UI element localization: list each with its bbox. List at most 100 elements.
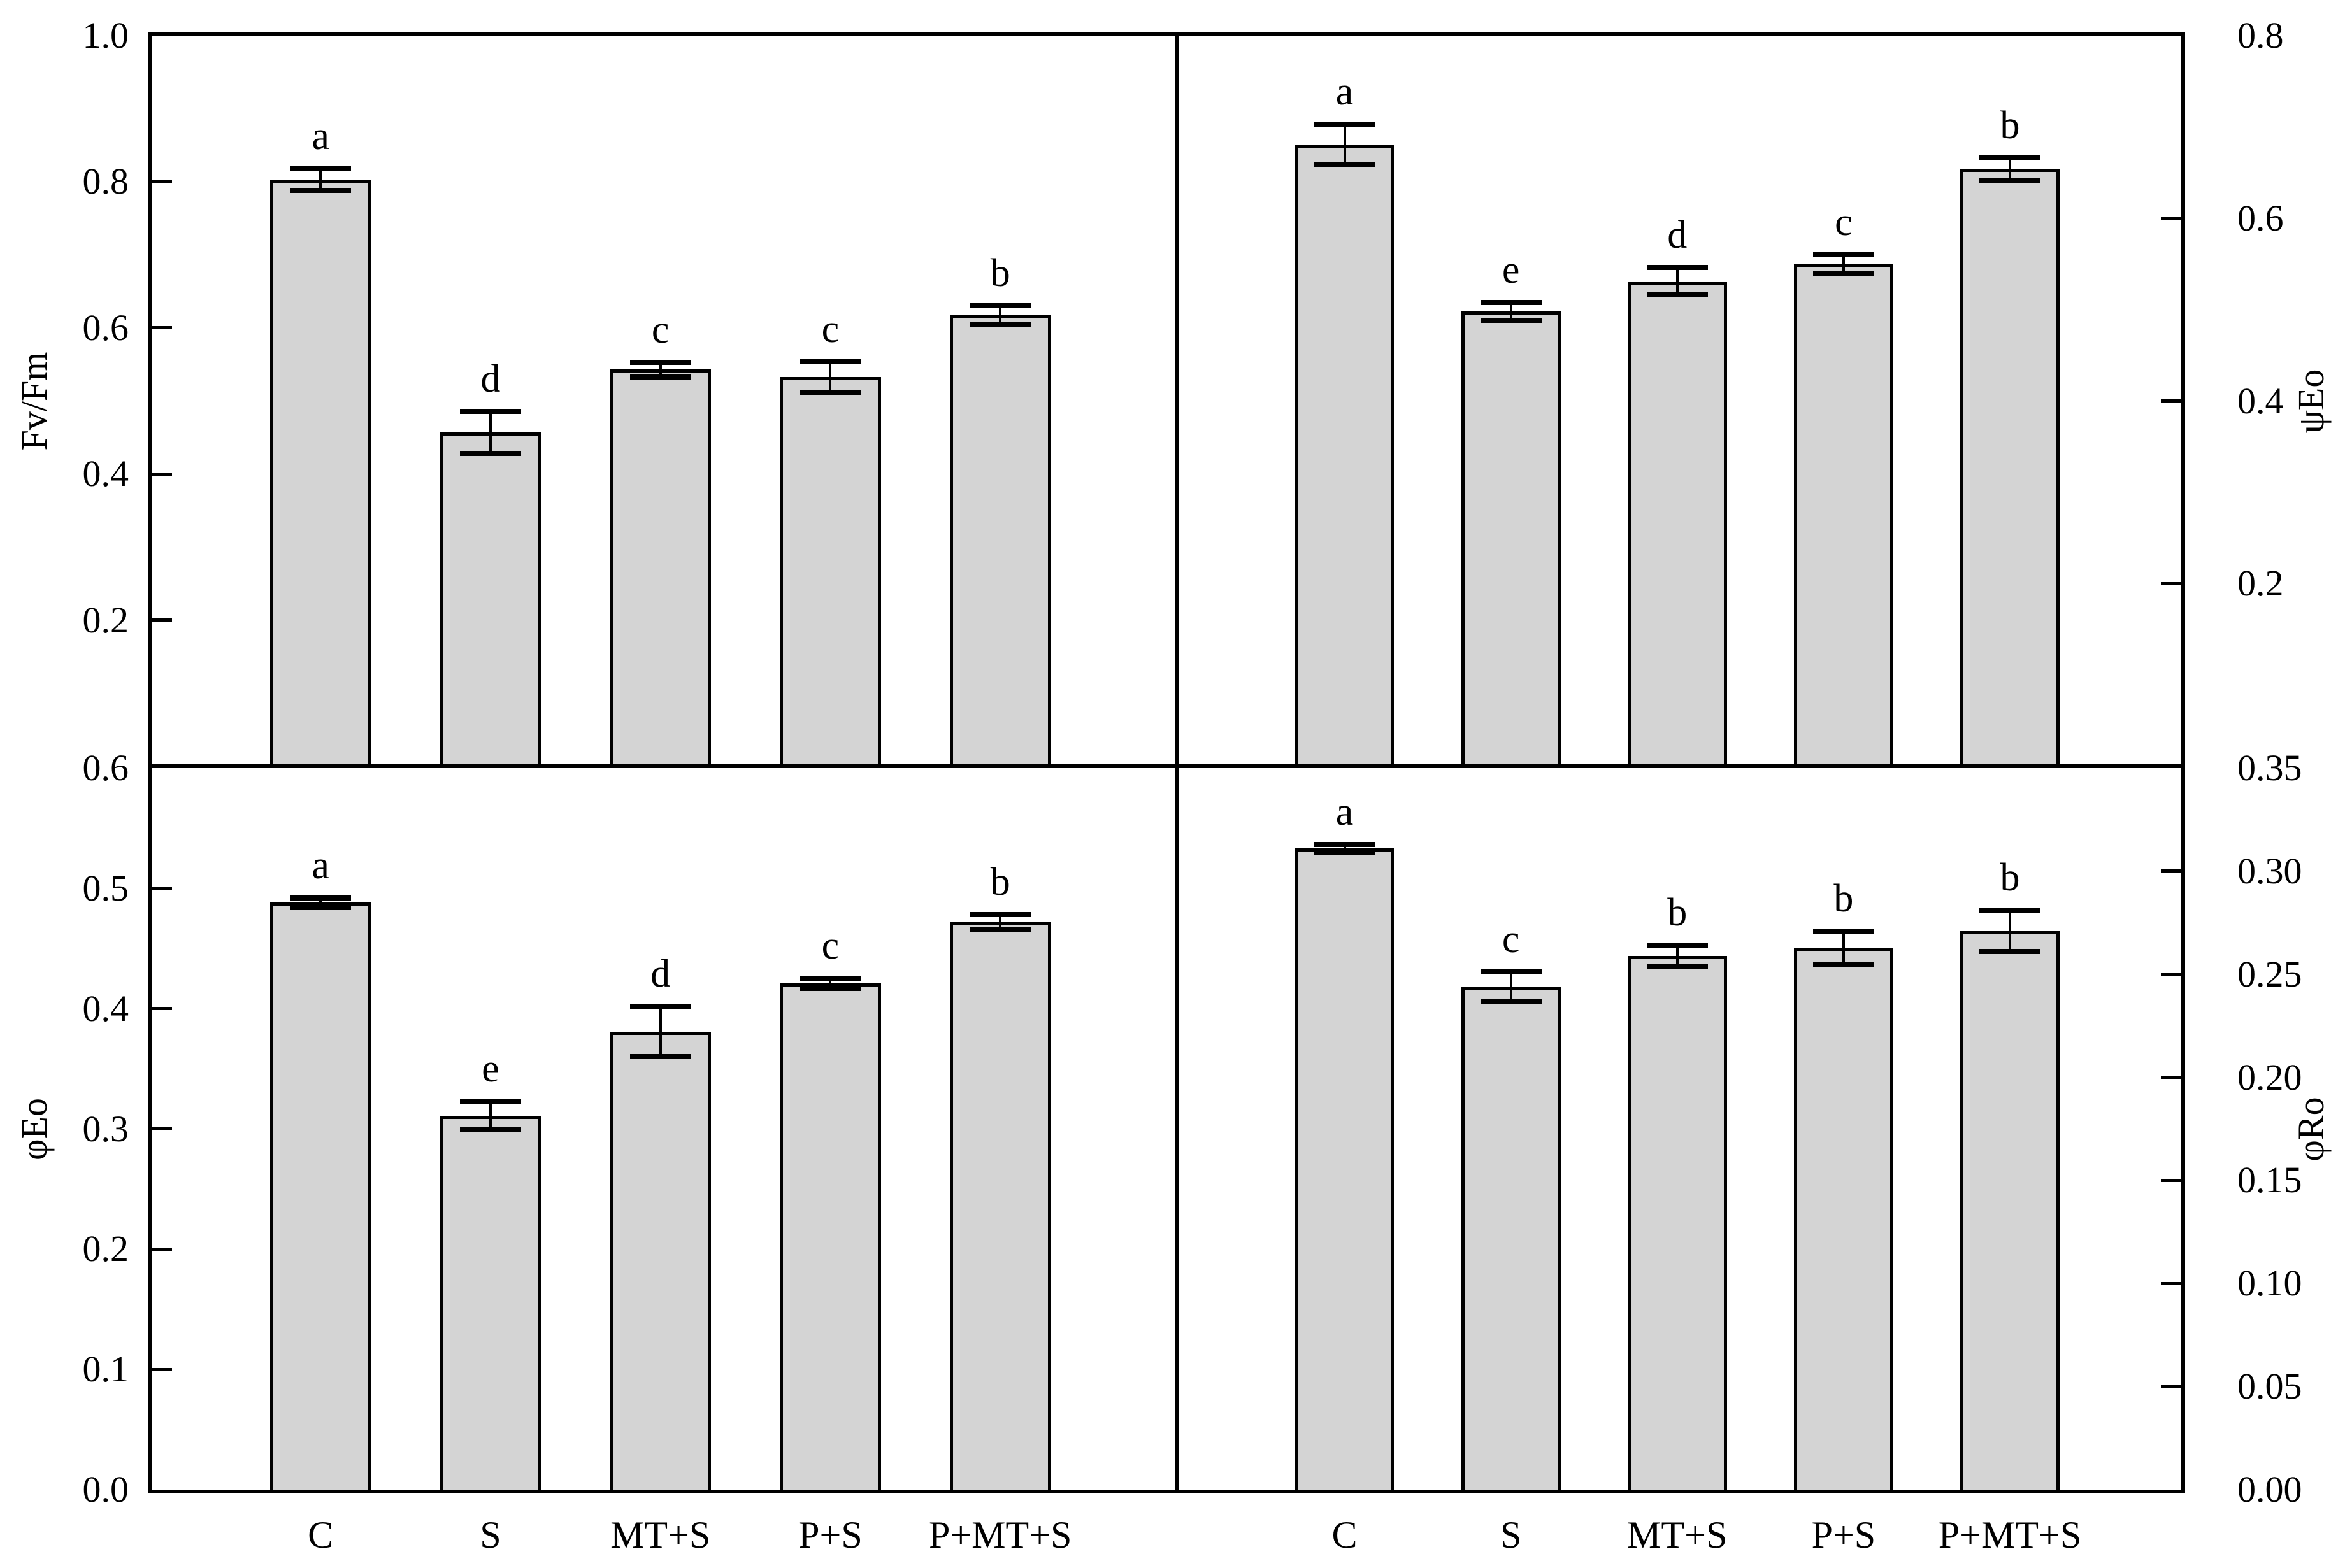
y-tick-mark <box>152 887 172 890</box>
y-tick-label: 1.0 <box>82 15 129 56</box>
bar-bottom-right-C <box>1294 848 1395 1490</box>
y-tick-label: 0.4 <box>82 987 129 1029</box>
error-bar-stem <box>999 306 1002 325</box>
error-bar-cap-bottom <box>1314 850 1375 855</box>
error-bar-stem <box>1675 267 1679 296</box>
error-bar-cap-bottom <box>290 905 352 911</box>
error-bar-cap-top <box>1812 252 1874 258</box>
y-tick-mark <box>2161 581 2181 585</box>
sig-letter-bottom-right-P+S: b <box>1833 876 1854 920</box>
y-axis-title-top-left: Fv/Fm <box>13 352 55 450</box>
y-tick-mark <box>152 326 172 330</box>
error-bar-cap-top <box>1314 122 1375 127</box>
y-tick-mark <box>152 1247 172 1251</box>
x-category-label-bottom-right-P+S: P+S <box>1811 1514 1876 1556</box>
sig-letter-bottom-left-S: e <box>482 1047 499 1091</box>
error-bar-stem <box>659 1006 662 1057</box>
y-tick-label: 0.8 <box>82 160 129 203</box>
y-axis-title-top-right: ψEo <box>2290 369 2332 433</box>
error-bar-stem <box>319 897 322 908</box>
y-tick-mark <box>152 1007 172 1011</box>
x-category-label-bottom-left-MT+S: MT+S <box>610 1514 711 1556</box>
x-category-label-bottom-right-P+MT+S: P+MT+S <box>1938 1514 2082 1556</box>
error-bar-cap-top <box>1480 969 1542 975</box>
y-tick-label: 0.2 <box>82 1228 129 1270</box>
y-tick-mark <box>2161 399 2181 403</box>
bar-top-left-P+S <box>779 376 881 766</box>
y-tick-mark <box>2161 973 2181 976</box>
bar-top-right-C <box>1294 144 1395 766</box>
sig-letter-top-left-MT+S: c <box>651 308 670 352</box>
sig-letter-bottom-right-S: c <box>1502 918 1520 962</box>
error-bar-cap-top <box>1979 908 2041 913</box>
error-bar-cap-top <box>1646 265 1708 271</box>
y-tick-label: 0.00 <box>2237 1469 2302 1510</box>
x-category-label-bottom-left-P+S: P+S <box>798 1514 863 1556</box>
y-tick-label: 0.6 <box>82 747 129 788</box>
sig-letter-top-right-C: a <box>1335 70 1354 114</box>
y-tick-label: 0.15 <box>2237 1159 2302 1201</box>
error-bar-cap-bottom <box>970 927 1031 932</box>
plot-frame <box>148 32 2185 1493</box>
sig-letter-bottom-left-C: a <box>312 843 329 887</box>
error-bar-stem <box>1509 972 1512 1001</box>
error-bar-cap-top <box>800 976 861 981</box>
bar-bottom-left-S <box>440 1115 541 1490</box>
y-tick-label: 0.05 <box>2237 1365 2302 1408</box>
error-bar-stem <box>1343 124 1346 165</box>
bar-top-left-C <box>269 179 371 766</box>
error-bar-cap-bottom <box>1979 177 2041 183</box>
bar-bottom-left-MT+S <box>610 1031 712 1490</box>
sig-letter-top-left-P+MT+S: b <box>990 252 1010 296</box>
sig-letter-top-right-P+S: c <box>1835 201 1853 245</box>
error-bar-cap-bottom <box>1646 292 1708 298</box>
error-bar-cap-bottom <box>1812 961 1874 967</box>
bar-top-left-S <box>440 432 541 766</box>
sig-letter-top-left-S: d <box>480 357 501 401</box>
x-category-label-bottom-left-S: S <box>480 1514 501 1556</box>
error-bar-cap-bottom <box>970 322 1031 328</box>
error-bar-cap-top <box>1979 155 2041 161</box>
bar-bottom-left-P+MT+S <box>949 922 1051 1490</box>
y-axis-title-bottom-right: φRo <box>2290 1096 2332 1162</box>
y-tick-mark <box>152 618 172 622</box>
error-bar-stem <box>319 168 322 191</box>
error-bar-cap-bottom <box>459 451 521 457</box>
y-tick-label: 0.2 <box>82 599 129 641</box>
error-bar-stem <box>489 1101 492 1130</box>
y-tick-mark <box>152 472 172 476</box>
error-bar-cap-top <box>459 408 521 414</box>
panel-divider-vertical <box>1175 32 1179 1493</box>
y-axis-title-bottom-left: φEo <box>13 1097 55 1160</box>
error-bar-cap-top <box>1812 928 1874 934</box>
sig-letter-bottom-right-P+MT+S: b <box>2000 856 2020 900</box>
error-bar-cap-top <box>970 303 1031 309</box>
x-category-label-bottom-left-C: C <box>308 1514 334 1556</box>
error-bar-stem <box>1675 945 1679 966</box>
bar-top-right-P+S <box>1794 264 1893 766</box>
bar-bottom-left-C <box>269 902 371 1490</box>
bar-bottom-left-P+S <box>779 983 881 1490</box>
y-tick-label: 0.4 <box>2237 380 2284 422</box>
x-category-label-bottom-left-P+MT+S: P+MT+S <box>928 1514 1072 1556</box>
y-tick-label: 0.4 <box>82 453 129 495</box>
error-bar-stem <box>1842 930 1845 964</box>
sig-letter-bottom-left-MT+S: d <box>650 951 671 995</box>
error-bar-cap-top <box>629 359 691 365</box>
error-bar-stem <box>1343 844 1346 853</box>
y-tick-label: 0.0 <box>82 1469 129 1510</box>
y-tick-label: 0.25 <box>2237 953 2302 995</box>
y-tick-mark <box>2161 1385 2181 1388</box>
error-bar-cap-top <box>459 1099 521 1104</box>
error-bar-stem <box>829 978 832 988</box>
y-tick-mark <box>2161 217 2181 220</box>
x-category-label-bottom-right-S: S <box>1500 1514 1522 1556</box>
bar-top-left-MT+S <box>610 369 712 766</box>
y-tick-mark <box>152 1367 172 1371</box>
y-tick-label: 0.6 <box>2237 197 2284 239</box>
panel-divider-horizontal <box>148 764 2185 768</box>
error-bar-stem <box>1842 255 1845 273</box>
error-bar-cap-top <box>629 1003 691 1009</box>
y-tick-label: 0.2 <box>2237 562 2284 604</box>
